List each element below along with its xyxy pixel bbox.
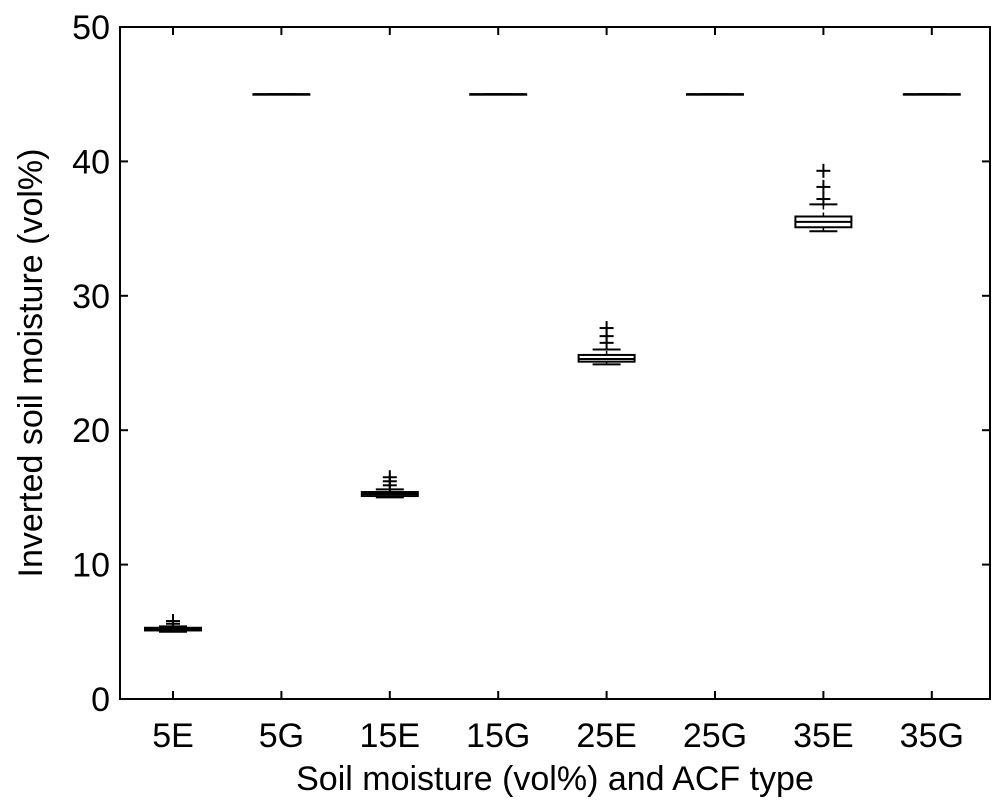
y-tick-label: 0: [91, 681, 110, 719]
y-tick-label: 10: [72, 547, 110, 585]
x-axis-title: Soil moisture (vol%) and ACF type: [296, 760, 814, 798]
box-35G: [902, 93, 961, 96]
boxes: [144, 93, 961, 633]
box-15E: [360, 470, 419, 499]
y-tick-label: 50: [72, 9, 110, 47]
y-axis-title: Inverted soil moisture (vol%): [12, 149, 50, 578]
x-tick-label: 35G: [900, 717, 964, 755]
y-axis: 0 10 20 30 40 50: [72, 9, 990, 719]
y-tick-label: 40: [72, 143, 110, 181]
y-tick-label: 20: [72, 412, 110, 450]
x-tick-label: 5G: [259, 717, 304, 755]
box-15G: [469, 93, 528, 96]
plot-area: [119, 26, 991, 700]
x-tick-label: 15E: [360, 717, 421, 755]
x-tick-label: 25E: [576, 717, 637, 755]
x-tick-label: 35E: [793, 717, 854, 755]
x-axis: 5E 5G 15E 15G 25E 25G 35E 35G: [152, 27, 964, 755]
x-tick-label: 25G: [683, 717, 747, 755]
box-25G: [686, 93, 744, 96]
box-35E: [794, 163, 853, 233]
x-tick-label: 15G: [466, 717, 530, 755]
box-5G: [252, 93, 311, 96]
y-tick-label: 30: [72, 278, 110, 316]
x-tick-label: 5E: [152, 717, 194, 755]
box-25E: [577, 321, 636, 366]
box-5E: [144, 614, 202, 633]
